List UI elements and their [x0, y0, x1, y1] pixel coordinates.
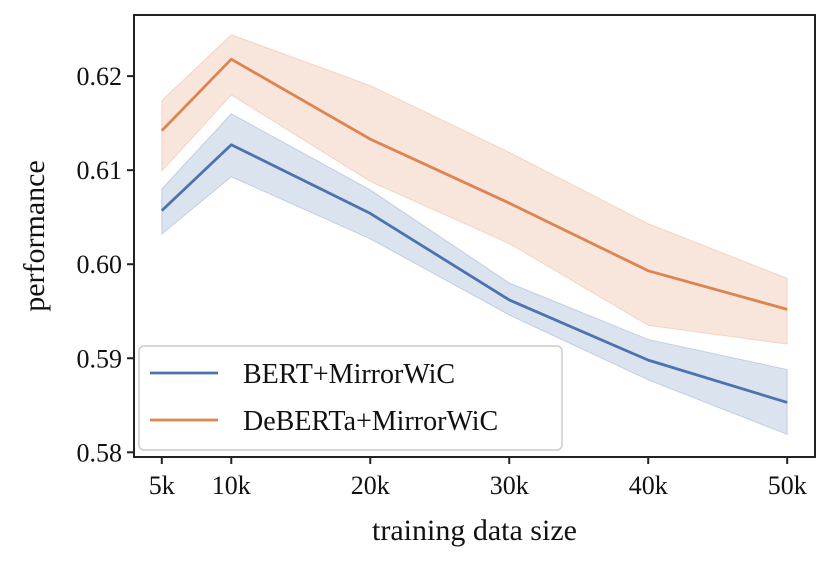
y-tick-label: 0.60 — [77, 250, 123, 279]
y-tick-label: 0.58 — [77, 438, 123, 467]
confidence-band-bert — [161, 113, 788, 436]
legend-label-bert: BERT+MirrorWiC — [243, 359, 455, 390]
confidence-band-deberta — [161, 34, 788, 345]
x-axis-title: training data size — [372, 514, 577, 547]
x-tick-label: 10k — [212, 471, 251, 500]
legend-label-deberta: DeBERTa+MirrorWiC — [243, 406, 498, 437]
y-tick-label: 0.61 — [77, 156, 123, 185]
plot-frame — [133, 14, 816, 458]
axes: 0.58 0.59 0.60 0.61 0.62 5k 10k 20k 30k 40k 50k tra… — [18, 14, 816, 547]
y-tick-label: 0.62 — [77, 62, 123, 91]
x-tick-label: 30k — [490, 471, 529, 500]
x-tick-label: 40k — [629, 471, 668, 500]
series-line-bert — [160, 143, 788, 404]
confidence-bands — [161, 34, 788, 436]
series-line-deberta — [160, 57, 788, 311]
legend-box — [138, 345, 563, 451]
y-tick-label: 0.59 — [77, 344, 123, 373]
y-axis-title: performance — [18, 160, 51, 312]
x-tick-label: 5k — [149, 471, 175, 500]
legend: BERT+MirrorWiC DeBERTa+MirrorWiC — [138, 345, 563, 451]
x-tick-label: 50k — [768, 471, 807, 500]
series-lines — [160, 57, 788, 404]
x-tick-label: 20k — [351, 471, 390, 500]
